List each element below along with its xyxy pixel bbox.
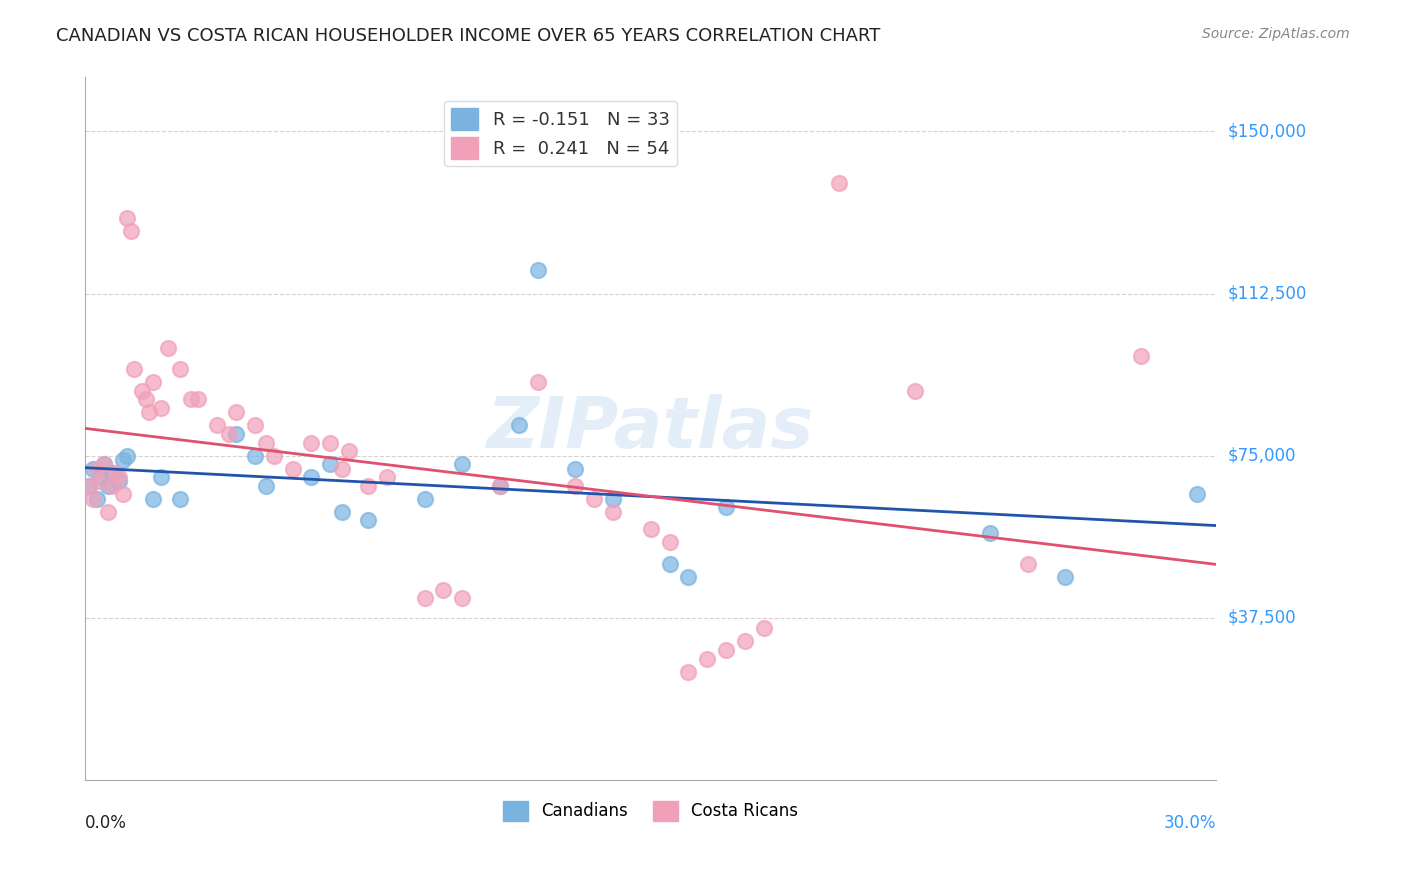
Point <box>120 224 142 238</box>
Point <box>100 479 122 493</box>
Point <box>714 643 737 657</box>
Point <box>124 362 146 376</box>
Point <box>337 444 360 458</box>
Text: 0.0%: 0.0% <box>86 814 127 832</box>
Point <box>77 479 100 493</box>
Point <box>979 526 1001 541</box>
Point <box>526 262 548 277</box>
Point <box>225 405 247 419</box>
Point <box>187 392 209 407</box>
Point <box>157 341 180 355</box>
Point <box>97 479 120 493</box>
Text: $150,000: $150,000 <box>1227 122 1306 140</box>
Point <box>1054 569 1077 583</box>
Point <box>108 470 131 484</box>
Point <box>138 405 160 419</box>
Text: Source: ZipAtlas.com: Source: ZipAtlas.com <box>1202 27 1350 41</box>
Point <box>135 392 157 407</box>
Point <box>115 211 138 225</box>
Text: $37,500: $37,500 <box>1227 608 1296 626</box>
Point <box>104 466 127 480</box>
Point <box>77 479 100 493</box>
Point <box>97 505 120 519</box>
Point <box>142 375 165 389</box>
Point <box>413 591 436 606</box>
Point <box>451 457 474 471</box>
Point <box>489 479 512 493</box>
Point <box>142 491 165 506</box>
Point <box>357 479 380 493</box>
Point <box>696 651 718 665</box>
Point <box>714 500 737 515</box>
Point <box>583 491 606 506</box>
Point <box>375 470 398 484</box>
Point <box>319 435 342 450</box>
Point <box>489 479 512 493</box>
Legend: R = -0.151   N = 33, R =  0.241   N = 54: R = -0.151 N = 33, R = 0.241 N = 54 <box>444 101 676 166</box>
Point <box>1017 557 1039 571</box>
Point <box>243 418 266 433</box>
Point <box>89 475 111 489</box>
Point <box>263 449 285 463</box>
Text: 30.0%: 30.0% <box>1164 814 1216 832</box>
Point <box>115 449 138 463</box>
Point <box>451 591 474 606</box>
Point <box>180 392 202 407</box>
Point <box>602 505 624 519</box>
Point <box>86 491 108 506</box>
Point <box>111 453 134 467</box>
Point <box>357 513 380 527</box>
Point <box>86 461 108 475</box>
Point <box>254 435 277 450</box>
Point <box>413 491 436 506</box>
Point <box>678 569 700 583</box>
Point <box>89 470 111 484</box>
Point <box>149 470 172 484</box>
Point <box>82 491 104 506</box>
Point <box>82 461 104 475</box>
Point <box>1129 349 1152 363</box>
Point <box>1187 487 1209 501</box>
Point <box>658 535 681 549</box>
Point <box>218 427 240 442</box>
Point <box>658 557 681 571</box>
Point <box>508 418 530 433</box>
Text: $112,500: $112,500 <box>1227 285 1306 302</box>
Point <box>330 505 353 519</box>
Point <box>207 418 229 433</box>
Text: ZIPatlas: ZIPatlas <box>486 394 814 463</box>
Point <box>301 435 323 450</box>
Point <box>330 461 353 475</box>
Point <box>678 665 700 679</box>
Text: $75,000: $75,000 <box>1227 447 1296 465</box>
Point <box>903 384 925 398</box>
Point <box>734 634 756 648</box>
Point <box>564 479 586 493</box>
Point <box>131 384 153 398</box>
Point <box>149 401 172 415</box>
Point <box>640 522 662 536</box>
Point <box>225 427 247 442</box>
Point <box>828 177 851 191</box>
Point <box>111 487 134 501</box>
Point <box>319 457 342 471</box>
Point <box>281 461 304 475</box>
Point <box>752 622 775 636</box>
Point <box>93 457 115 471</box>
Point <box>301 470 323 484</box>
Point <box>254 479 277 493</box>
Point <box>100 466 122 480</box>
Text: CANADIAN VS COSTA RICAN HOUSEHOLDER INCOME OVER 65 YEARS CORRELATION CHART: CANADIAN VS COSTA RICAN HOUSEHOLDER INCO… <box>56 27 880 45</box>
Point <box>169 491 191 506</box>
Point <box>93 457 115 471</box>
Point <box>526 375 548 389</box>
Point <box>108 475 131 489</box>
Point <box>169 362 191 376</box>
Point <box>432 582 454 597</box>
Point <box>602 491 624 506</box>
Point <box>243 449 266 463</box>
Point <box>564 461 586 475</box>
